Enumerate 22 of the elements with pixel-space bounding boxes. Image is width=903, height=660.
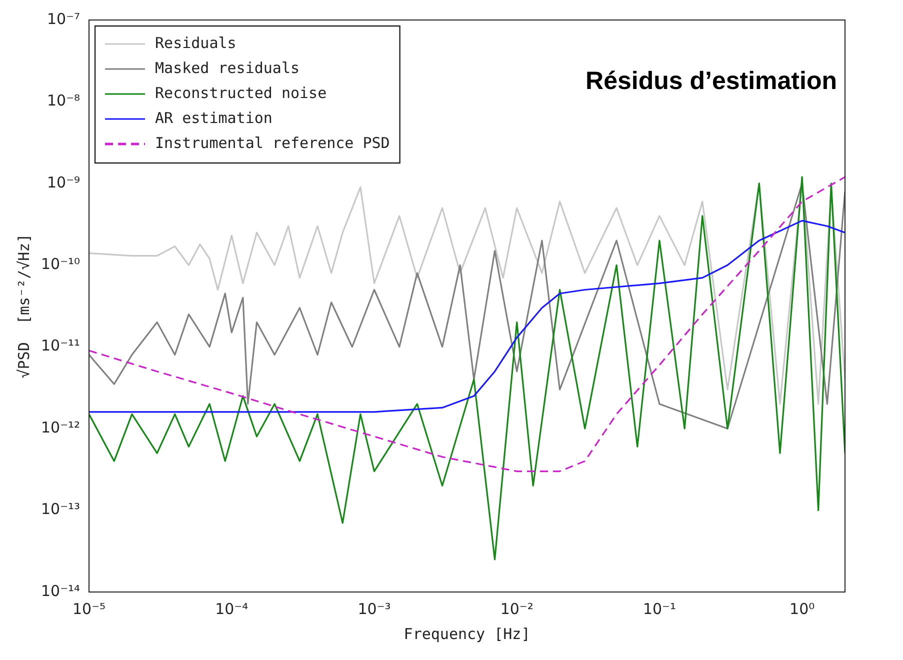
- legend-label: Residuals: [155, 34, 236, 52]
- y-tick-label: 10⁻¹²: [41, 418, 80, 436]
- legend-label: Reconstructed noise: [155, 84, 327, 102]
- y-tick-label: 10⁻⁸: [47, 92, 80, 110]
- x-tick-label: 10⁻⁵: [72, 600, 106, 618]
- y-tick-label: 10⁻⁹: [47, 173, 80, 192]
- x-tick-label: 10⁻³: [358, 600, 391, 618]
- legend-label: Masked residuals: [155, 58, 300, 77]
- x-tick-label: 10⁻¹: [642, 600, 676, 618]
- legend-label: AR estimation: [155, 108, 272, 127]
- x-tick-label: 10⁻⁴: [215, 600, 248, 618]
- y-tick-label: 10⁻¹¹: [41, 336, 80, 355]
- legend-label: Instrumental reference PSD: [155, 134, 390, 152]
- annotation: Résidus d’estimation: [586, 66, 837, 95]
- y-tick-label: 10⁻¹⁰: [41, 255, 80, 274]
- x-tick-label: 10⁰: [790, 600, 815, 618]
- y-axis-title: √PSD [ms⁻²/√Hz]: [14, 234, 33, 378]
- x-axis-title: Frequency [Hz]: [404, 624, 530, 643]
- y-tick-label: 10⁻¹⁴: [41, 582, 80, 600]
- x-tick-label: 10⁻²: [500, 600, 534, 618]
- y-tick-label: 10⁻¹³: [41, 500, 80, 518]
- y-tick-label: 10⁻⁷: [47, 10, 80, 28]
